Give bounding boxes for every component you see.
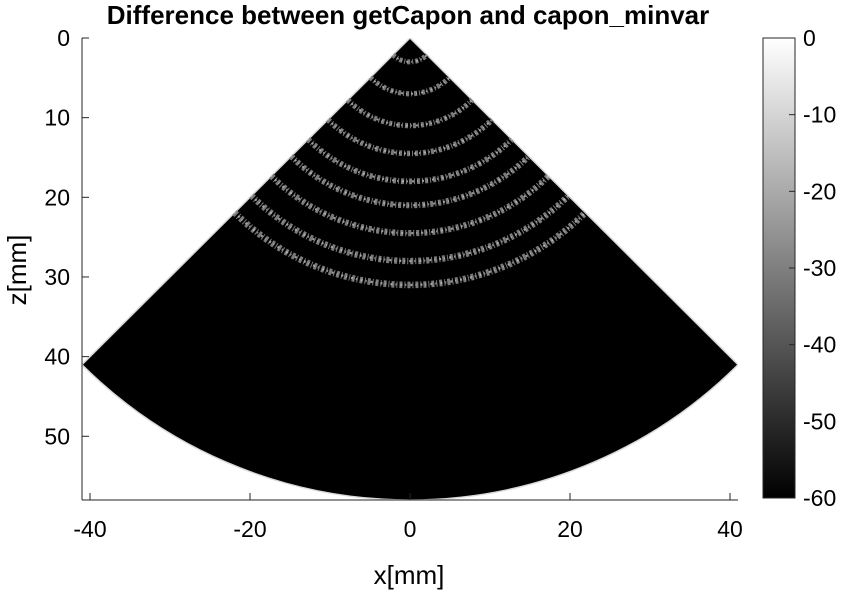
difference-ring-speckle bbox=[327, 118, 493, 155]
colorbar-tick-label: -60 bbox=[803, 485, 836, 511]
colorbar-tick-label: -30 bbox=[803, 255, 836, 281]
difference-ring-speckle bbox=[290, 155, 530, 207]
y-tick-label: 30 bbox=[44, 264, 70, 290]
y-tick-label: 0 bbox=[57, 25, 70, 51]
sector-layer bbox=[82, 38, 738, 500]
colorbar-tick-label: -20 bbox=[803, 178, 836, 204]
x-axis-label: x[mm] bbox=[374, 560, 445, 590]
difference-ring-speckle bbox=[233, 211, 587, 287]
difference-ring bbox=[345, 98, 475, 129]
colorbar-tick-layer: 0 -10 -20 -30 -40 -50 -60 bbox=[789, 25, 836, 511]
x-tick-label: -20 bbox=[233, 516, 266, 542]
difference-ring-speckle bbox=[369, 76, 451, 95]
difference-ring-speckle bbox=[250, 194, 570, 263]
colorbar-tick-label: -40 bbox=[803, 332, 836, 358]
sector-image bbox=[82, 38, 738, 500]
y-tick-label: 20 bbox=[44, 184, 70, 210]
colorbar-tick-label: -10 bbox=[803, 102, 836, 128]
ring-layer bbox=[232, 53, 588, 289]
difference-ring bbox=[391, 53, 429, 65]
colorbar: 0 -10 -20 -30 -40 -50 -60 bbox=[762, 25, 836, 511]
colorbar-tick-label: 0 bbox=[803, 25, 816, 51]
y-axis-label: z[mm] bbox=[2, 235, 32, 306]
x-tick-label: 0 bbox=[404, 516, 417, 542]
plot-area bbox=[82, 38, 738, 500]
y-tick-label: 50 bbox=[44, 423, 70, 449]
tick-layer: -40 -20 0 20 40 0 10 20 30 40 50 bbox=[44, 25, 742, 542]
difference-ring bbox=[269, 173, 551, 237]
y-tick-label: 10 bbox=[44, 105, 70, 131]
y-tick-label: 40 bbox=[44, 344, 70, 370]
x-tick-label: 40 bbox=[717, 516, 743, 542]
x-tick-label: 20 bbox=[557, 516, 583, 542]
difference-ring bbox=[306, 137, 514, 185]
chart-title: Difference between getCapon and capon_mi… bbox=[107, 0, 709, 30]
colorbar-tick-label: -50 bbox=[803, 408, 836, 434]
x-tick-label: -40 bbox=[73, 516, 106, 542]
